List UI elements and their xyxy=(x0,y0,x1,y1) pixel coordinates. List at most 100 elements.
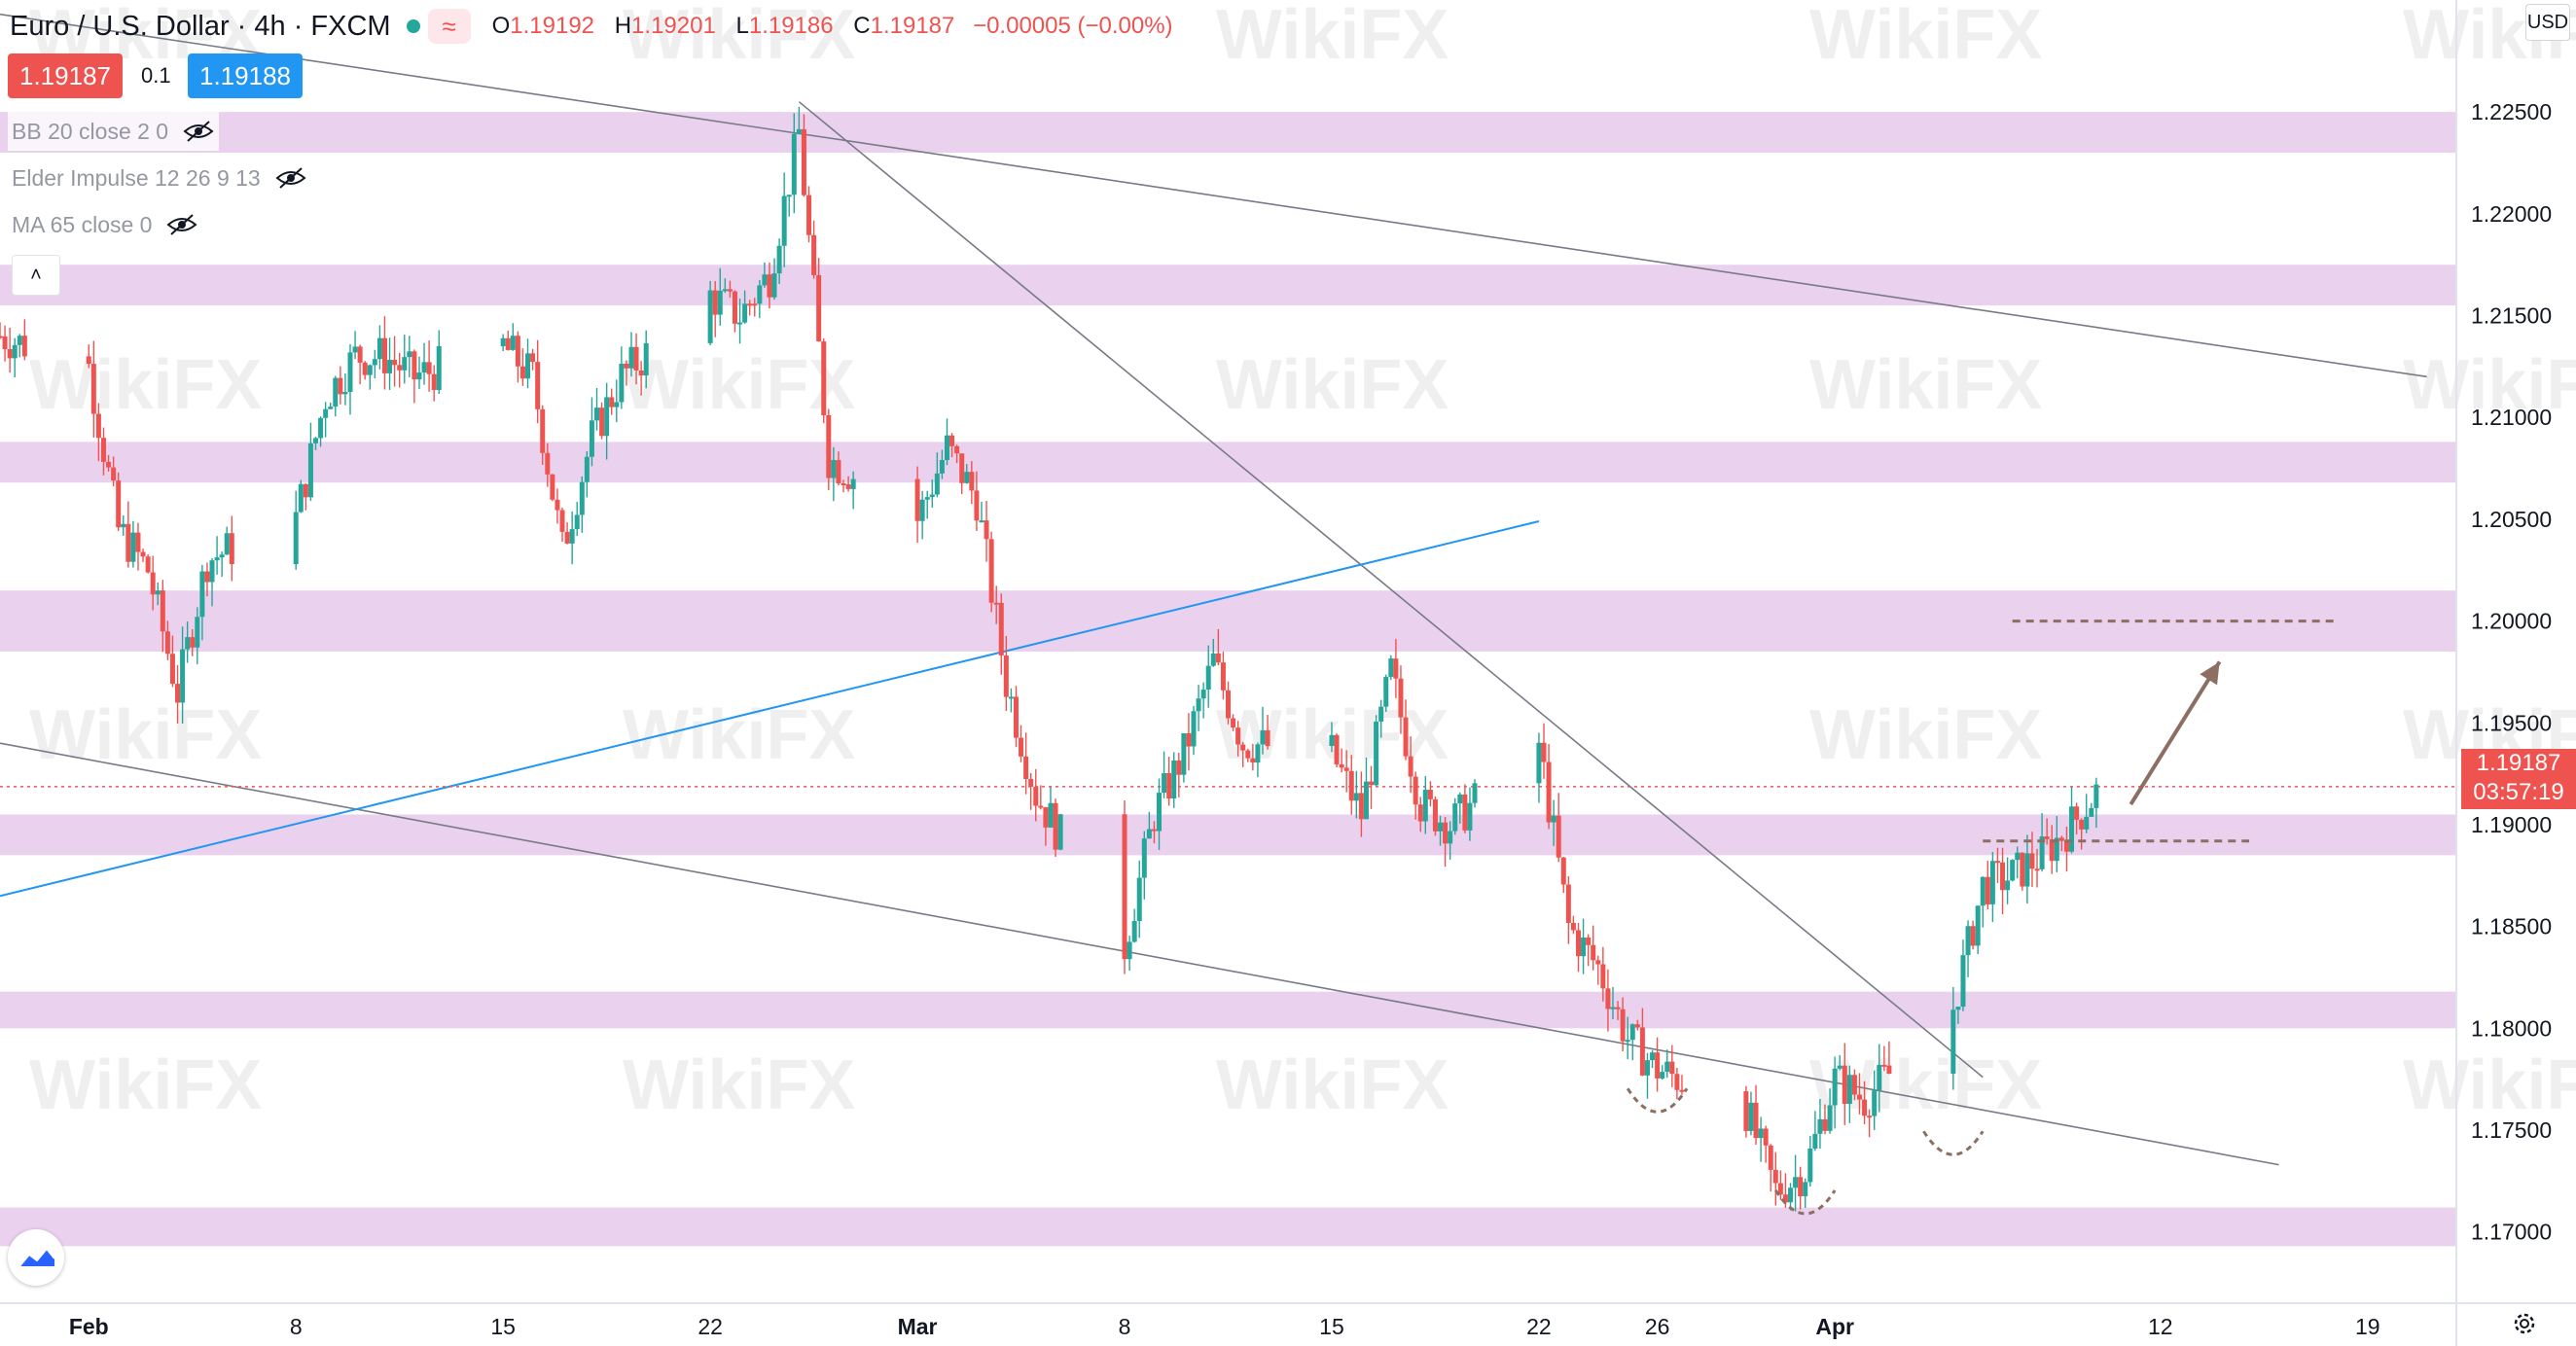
candle-body xyxy=(762,274,768,286)
candle-body xyxy=(589,420,594,457)
candle-body xyxy=(1374,721,1379,786)
candle-body xyxy=(1339,763,1344,768)
candle-body xyxy=(1157,793,1163,832)
candle-body xyxy=(387,359,393,373)
candle-body xyxy=(1452,803,1458,832)
low-label: L xyxy=(735,13,749,39)
wikifx-watermark: WikiFX xyxy=(1216,1046,1449,1124)
candle-body xyxy=(1575,930,1581,957)
candle-body xyxy=(362,362,368,375)
eye-hidden-icon[interactable] xyxy=(274,166,307,190)
candle-body xyxy=(111,467,117,481)
open-value: 1.19192 xyxy=(510,13,595,39)
trendline xyxy=(0,742,2279,1166)
tradingview-logo-icon[interactable] xyxy=(8,1229,64,1286)
candle-body xyxy=(1551,815,1556,823)
candle-body xyxy=(609,397,615,407)
price-zone xyxy=(0,112,2456,154)
price-zone xyxy=(0,265,2456,306)
change-value: −0.00005 (−0.00%) xyxy=(973,13,1173,39)
currency-button[interactable]: USD xyxy=(2525,4,2570,41)
candle-body xyxy=(421,362,427,373)
price-tick-label: 1.19000 xyxy=(2471,812,2552,837)
indicator-bb[interactable]: BB 20 close 2 0 xyxy=(8,112,220,151)
candle-body xyxy=(1748,1102,1754,1131)
candle-body xyxy=(2058,837,2064,841)
candle-body xyxy=(209,560,215,583)
high-label: H xyxy=(614,13,632,39)
candle-body xyxy=(1176,760,1182,775)
candle-body xyxy=(135,532,141,552)
candle-body xyxy=(831,460,837,478)
trendline xyxy=(0,13,2427,378)
candle-body xyxy=(199,571,205,618)
candle-body xyxy=(1200,690,1206,699)
candle-body xyxy=(1205,665,1211,691)
replay-icon[interactable]: ≈ xyxy=(427,9,471,44)
wikifx-watermark: WikiFX xyxy=(29,346,262,424)
eye-hidden-icon[interactable] xyxy=(182,120,215,143)
candle-body xyxy=(776,245,782,274)
candle-body xyxy=(949,435,955,446)
trendline xyxy=(0,520,1540,898)
buy-button[interactable]: 1.19188 xyxy=(188,53,303,98)
market-status-icon[interactable] xyxy=(406,19,420,33)
candle-body xyxy=(1644,1060,1650,1076)
candle-body xyxy=(185,637,191,650)
gear-icon[interactable] xyxy=(2510,1309,2539,1338)
candle-body xyxy=(1023,756,1029,780)
candle-body xyxy=(224,533,230,555)
candle-body xyxy=(376,337,382,360)
price-axis[interactable]: 1.17000 1.17500 1.18000 1.18500 1.19000 1.195… xyxy=(2455,0,2552,1346)
price-tick-label: 1.17500 xyxy=(2471,1117,2552,1143)
candle-body xyxy=(1210,653,1216,666)
symbol-title[interactable]: Euro / U.S. Dollar · 4h · FXCM xyxy=(10,10,391,42)
candle-body xyxy=(1634,1024,1640,1028)
sell-button[interactable]: 1.19187 xyxy=(8,53,123,98)
candle-body xyxy=(1581,937,1587,957)
candle-body xyxy=(569,529,575,544)
candle-body xyxy=(1334,734,1340,764)
candle-body xyxy=(1462,794,1468,831)
candle-body xyxy=(530,353,536,363)
eye-hidden-icon[interactable] xyxy=(165,213,198,236)
collapse-legend-button[interactable]: ˄ xyxy=(12,255,60,296)
candle-body xyxy=(1743,1091,1749,1131)
bar-countdown: 03:57:19 xyxy=(2473,779,2564,805)
time-tick-label: Apr xyxy=(1815,1314,1854,1339)
candle-body xyxy=(1664,1061,1670,1073)
candle-body xyxy=(1625,1040,1630,1043)
candle-body xyxy=(1403,717,1409,757)
candle-body xyxy=(392,359,398,366)
candle-body xyxy=(1788,1187,1794,1203)
candle-body xyxy=(1881,1064,1887,1067)
candle-body xyxy=(1196,698,1201,712)
indicator-ma[interactable]: MA 65 close 0 xyxy=(8,205,203,244)
close-value: 1.19187 xyxy=(870,13,955,39)
candle-body xyxy=(599,407,605,437)
candle-body xyxy=(1600,964,1606,989)
candle-body xyxy=(2024,853,2030,887)
candle-body xyxy=(1003,655,1009,697)
candle-body xyxy=(1965,926,1971,956)
candle-body xyxy=(1763,1128,1769,1146)
candle-body xyxy=(1955,1007,1961,1010)
candle-body xyxy=(550,474,555,500)
candle-body xyxy=(140,551,146,557)
candle-body xyxy=(2084,816,2090,830)
candle-body xyxy=(1768,1145,1773,1170)
candle-body xyxy=(100,438,106,462)
candle-body xyxy=(7,349,13,359)
candle-body xyxy=(1472,783,1478,803)
candle-body xyxy=(1438,822,1444,832)
time-axis[interactable]: Feb 8 15 22 Mar 8 15 22 26 Apr 12 19 xyxy=(0,1302,2576,1339)
candle-body xyxy=(1162,772,1167,794)
candle-body xyxy=(1798,1177,1804,1197)
candle-body xyxy=(510,336,516,350)
candle-body xyxy=(791,133,797,195)
price-zone xyxy=(0,442,2456,483)
candle-body xyxy=(1674,1074,1680,1090)
indicator-elder-impulse[interactable]: Elder Impulse 12 26 9 13 xyxy=(8,159,311,197)
candle-body xyxy=(298,483,304,513)
